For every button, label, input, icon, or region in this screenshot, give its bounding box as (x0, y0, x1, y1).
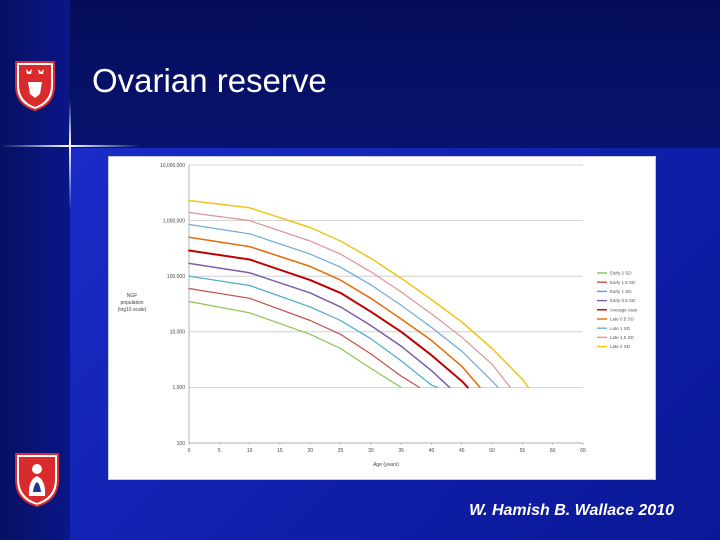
chart-series (188, 199, 530, 389)
y-tick-label-2: 10,000 (170, 330, 186, 336)
x-tick-label-10: 50 (489, 448, 495, 454)
y-tick-label-5: 10,000,000 (160, 163, 185, 169)
x-tick-label-0: 0 (188, 448, 191, 454)
slide-footer-credit: W. Hamish B. Wallace 2010 (469, 502, 674, 519)
series-line-4 (188, 249, 469, 389)
x-tick-label-12: 60 (550, 448, 556, 454)
legend-label-0: Early 2 SD (610, 271, 632, 276)
series-line-6 (188, 223, 499, 388)
x-tick-label-1: 5 (218, 448, 221, 454)
chart-panel: 100 1,000 10,000 100,000 1,000,000 10,000,000… (108, 156, 656, 480)
y-axis-label-line-2: (log10 scale) (118, 307, 147, 313)
series-line-8 (188, 199, 530, 389)
light-flare-vertical (69, 100, 71, 210)
x-tick-label-7: 35 (398, 448, 404, 454)
x-tick-label-11: 55 (520, 448, 526, 454)
series-line-0 (188, 300, 402, 388)
ovarian-reserve-chart: 1001,00010,000100,0001,000,00010,000,000… (118, 163, 638, 468)
chart-legend: Early 2 SD Early 1.5 SD Early 1 SD Early 0.… (597, 271, 638, 349)
chart-grid (189, 164, 583, 444)
legend-label-4: Average case (610, 307, 638, 312)
x-tick-label-4: 20 (307, 448, 313, 454)
slide-top-band (0, 0, 720, 148)
chart-axes: 1001,00010,000100,0001,000,00010,000,000… (160, 163, 586, 454)
series-line-7 (188, 211, 511, 388)
x-tick-label-9: 45 (459, 448, 465, 454)
university-crest-top-icon (15, 61, 55, 112)
y-axis-label-line-1: population (120, 300, 143, 306)
legend-label-6: Late 1 SD (610, 326, 631, 331)
x-tick-label-6: 30 (368, 448, 374, 454)
legend-label-8: Late 2 SD (610, 344, 631, 349)
x-tick-label-3: 15 (277, 448, 283, 454)
y-axis-label-line-0: NGF (127, 293, 138, 299)
series-line-2 (188, 275, 439, 388)
slide-title: Ovarian reserve (92, 62, 327, 99)
y-tick-label-3: 100,000 (167, 274, 185, 280)
x-tick-label-8: 40 (429, 448, 435, 454)
y-tick-label-0: 100 (177, 441, 186, 447)
x-tick-label-5: 25 (338, 448, 344, 454)
legend-label-2: Early 1 SD (610, 289, 632, 294)
legend-label-5: Late 0.5 SD (610, 317, 635, 322)
x-tick-label-2: 10 (247, 448, 253, 454)
chart-x-axis-label: Age (years) (373, 462, 399, 468)
series-line-1 (188, 287, 420, 388)
x-tick-label-13: 65 (580, 448, 586, 454)
y-tick-label-1: 1,000 (172, 385, 185, 391)
legend-label-7: Late 1.5 SD (610, 335, 635, 340)
legend-label-1: Early 1.5 SD (610, 280, 636, 285)
series-line-3 (188, 262, 451, 389)
legend-label-3: Early 0.5 SD (610, 298, 636, 303)
hospital-crest-bottom-icon (15, 453, 59, 508)
y-tick-label-4: 1,000,000 (163, 218, 185, 224)
series-line-5 (188, 236, 481, 389)
